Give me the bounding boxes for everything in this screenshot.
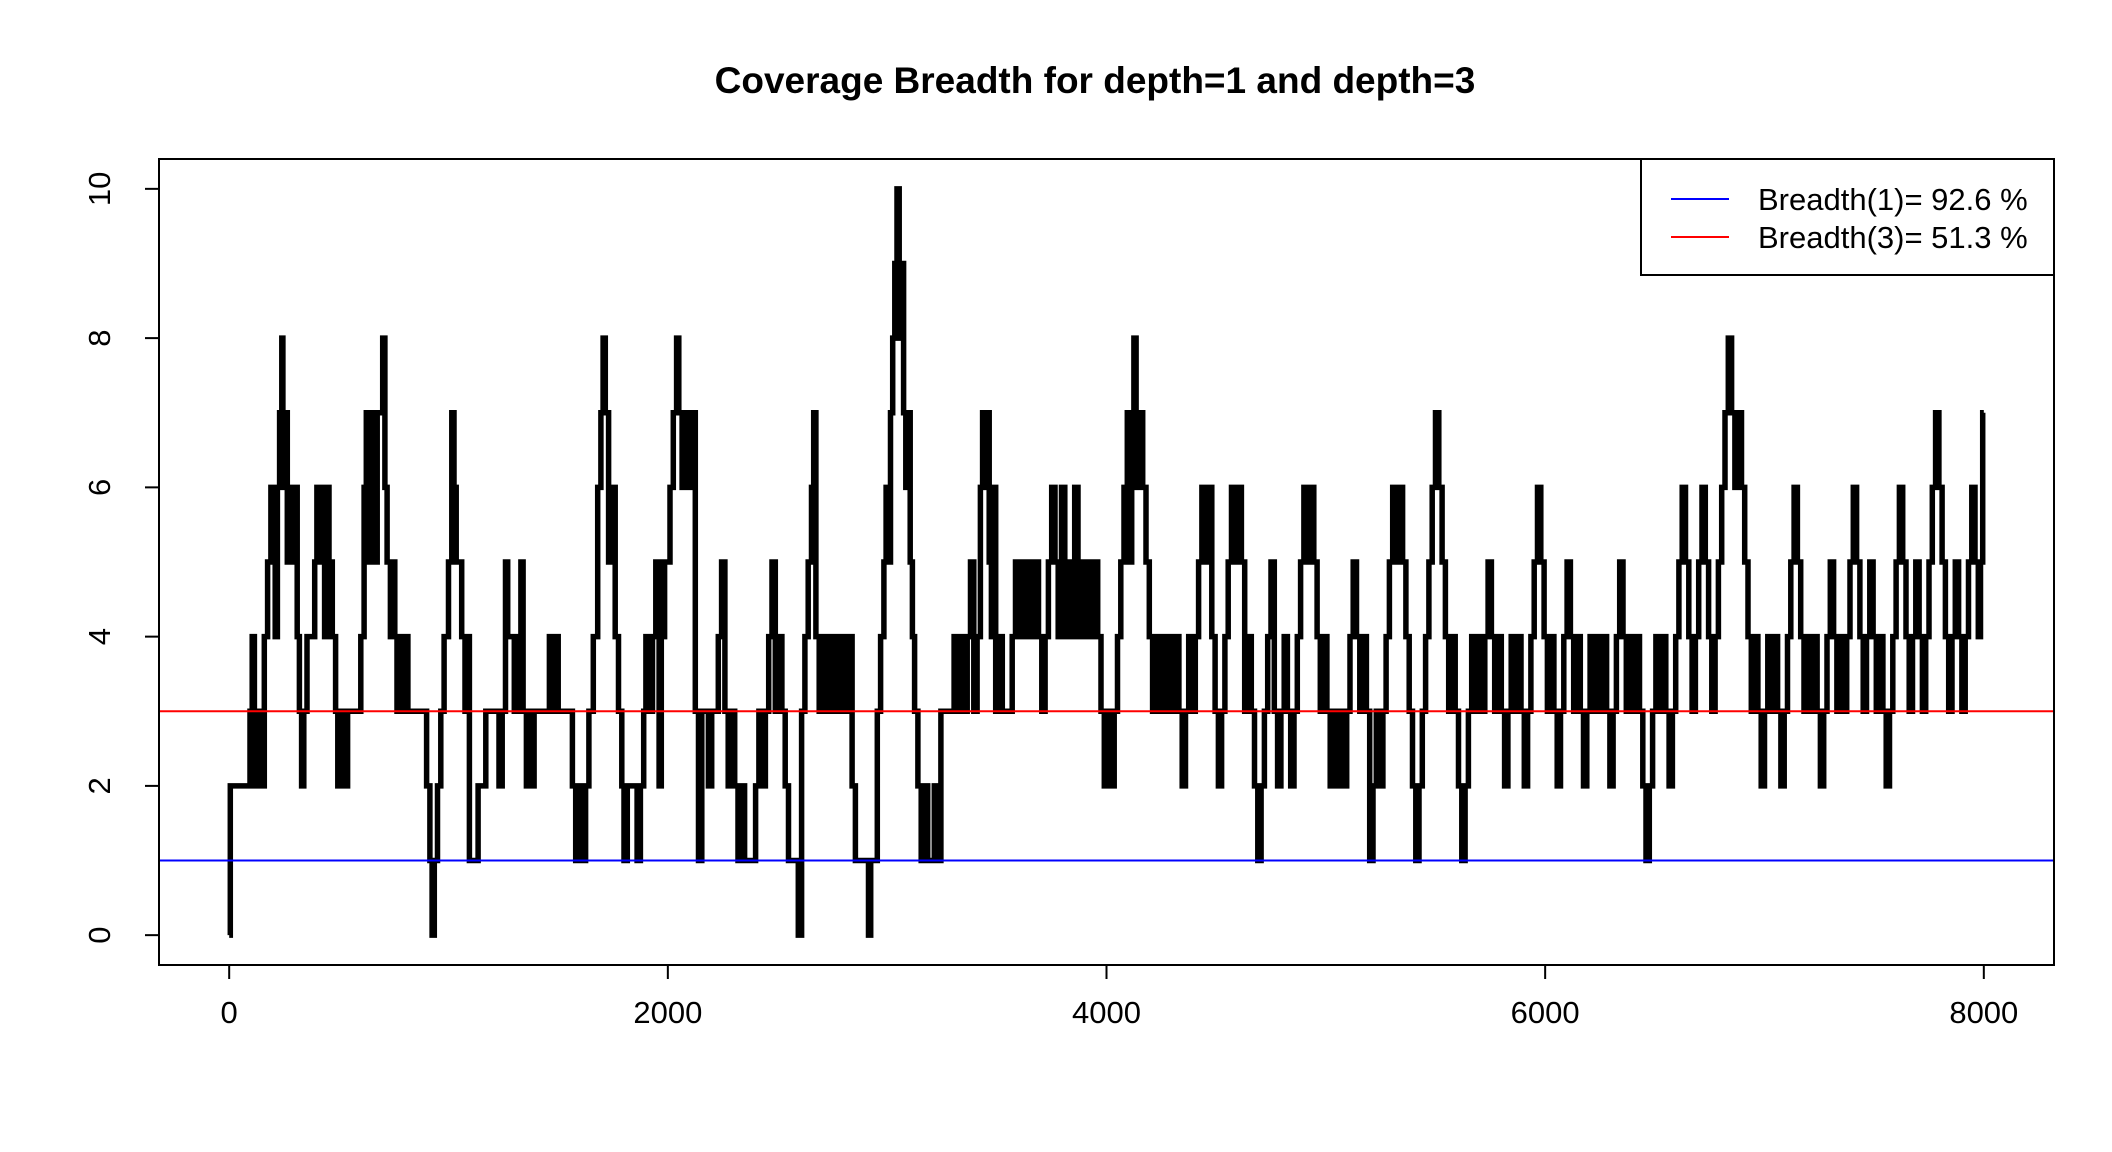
coverage-line <box>229 189 1984 935</box>
plot-content <box>159 189 2054 935</box>
y-tick-label: 2 <box>82 777 117 794</box>
y-tick-label: 10 <box>82 172 117 206</box>
y-tick-label: 8 <box>82 329 117 346</box>
x-tick-label: 2000 <box>633 995 702 1030</box>
y-tick-label: 6 <box>82 479 117 496</box>
x-axis: 0 2000 4000 6000 8000 <box>221 965 2019 1030</box>
x-tick-label: 0 <box>221 995 238 1030</box>
legend-label: Breadth(3)= 51.3 % <box>1758 220 2028 255</box>
y-axis: 0 2 4 6 8 10 <box>82 172 159 944</box>
legend-label: Breadth(1)= 92.6 % <box>1758 182 2028 217</box>
legend: Breadth(1)= 92.6 %Breadth(3)= 51.3 % <box>1641 159 2054 275</box>
chart-title: Coverage Breadth for depth=1 and depth=3 <box>715 60 1476 101</box>
plot-frame <box>159 159 2054 965</box>
x-tick-label: 4000 <box>1072 995 1141 1030</box>
x-tick-label: 8000 <box>1949 995 2018 1030</box>
x-tick-label: 6000 <box>1511 995 1580 1030</box>
y-tick-label: 0 <box>82 927 117 944</box>
legend-box <box>1641 159 2054 275</box>
y-tick-label: 4 <box>82 628 117 645</box>
